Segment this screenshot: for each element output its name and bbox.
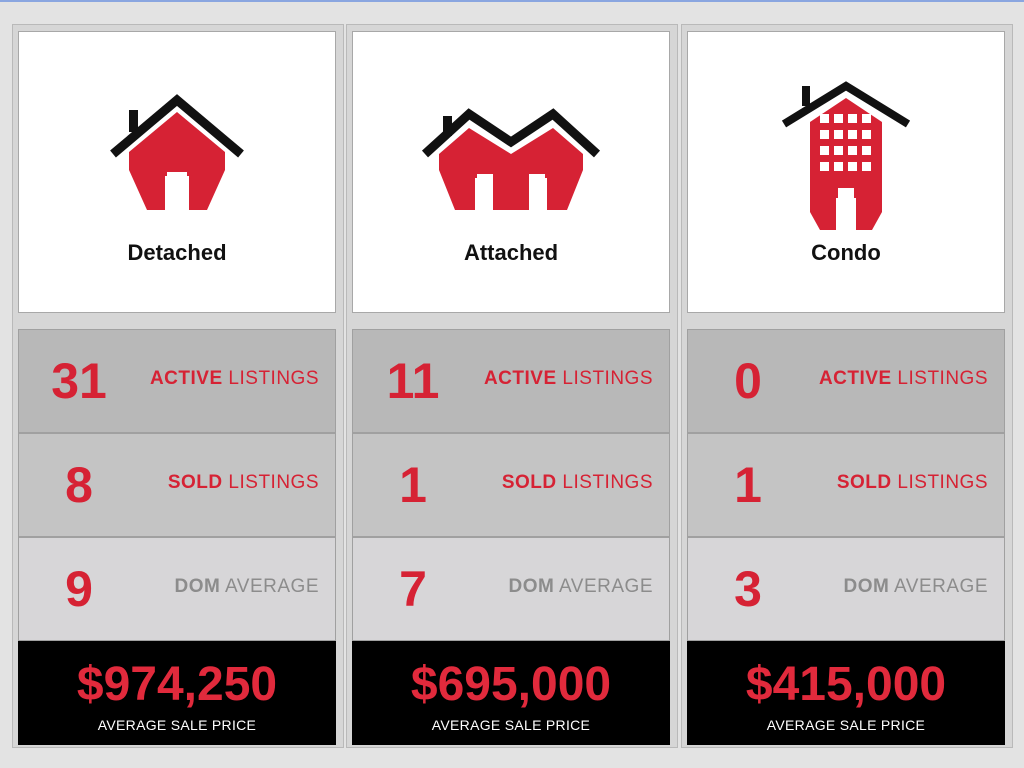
average-sale-price: $415,000 — [745, 658, 947, 711]
sold-listings-count: 1 — [399, 457, 427, 513]
property-type-card: Condo — [687, 31, 1005, 313]
average-sale-price-panel: $415,000 AVERAGE SALE PRICE — [687, 641, 1005, 745]
average-sale-price-panel: $974,250 AVERAGE SALE PRICE — [18, 641, 336, 745]
dom-average-row: 9 DOM AVERAGE — [18, 537, 336, 641]
dom-average-label: DOM AVERAGE — [174, 576, 319, 597]
sold-listings-row: 1 SOLD LISTINGS — [687, 433, 1005, 537]
average-sale-price: $695,000 — [410, 658, 612, 711]
sold-listings-row: 1 SOLD LISTINGS — [352, 433, 670, 537]
average-sale-price-caption: AVERAGE SALE PRICE — [431, 717, 591, 733]
column-condo: Condo 0 ACTIVE LISTINGS 1 SOLD LISTINGS … — [681, 24, 1013, 748]
active-listings-count: 31 — [51, 353, 107, 409]
column-detached: Detached 31 ACTIVE LISTINGS 8 SOLD LISTI… — [12, 24, 344, 748]
active-listings-row: 11 ACTIVE LISTINGS — [352, 329, 670, 433]
dom-average-row: 3 DOM AVERAGE — [687, 537, 1005, 641]
average-sale-price: $974,250 — [76, 658, 278, 711]
sold-listings-row: 8 SOLD LISTINGS — [18, 433, 336, 537]
sold-listings-label: SOLD LISTINGS — [501, 472, 653, 493]
column-attached: Attached 11 ACTIVE LISTINGS 1 SOLD LISTI… — [346, 24, 678, 748]
property-type-card: Attached — [352, 31, 670, 313]
average-sale-price-caption: AVERAGE SALE PRICE — [97, 717, 257, 733]
dom-average-label: DOM AVERAGE — [508, 576, 653, 597]
dom-average-value: 3 — [734, 561, 762, 617]
active-listings-row: 31 ACTIVE LISTINGS — [18, 329, 336, 433]
dom-average-value: 7 — [399, 561, 427, 617]
sold-listings-count: 8 — [65, 457, 93, 513]
detached-house-icon — [110, 94, 244, 210]
attached-house-icon — [421, 108, 601, 210]
active-listings-row: 0 ACTIVE LISTINGS — [687, 329, 1005, 433]
average-sale-price-caption: AVERAGE SALE PRICE — [766, 717, 926, 733]
active-listings-label: ACTIVE LISTINGS — [483, 368, 653, 389]
dom-average-label: DOM AVERAGE — [843, 576, 988, 597]
active-listings-label: ACTIVE LISTINGS — [818, 368, 988, 389]
active-listings-count: 0 — [734, 353, 762, 409]
active-listings-count: 11 — [386, 353, 440, 409]
sold-listings-count: 1 — [734, 457, 762, 513]
active-listings-label: ACTIVE LISTINGS — [149, 368, 319, 389]
sold-listings-label: SOLD LISTINGS — [167, 472, 319, 493]
property-type-label: Detached — [127, 240, 227, 265]
condo-building-icon — [781, 81, 911, 230]
dom-average-row: 7 DOM AVERAGE — [352, 537, 670, 641]
property-type-label: Attached — [463, 240, 559, 265]
dom-average-value: 9 — [65, 561, 93, 617]
property-type-label: Condo — [811, 240, 881, 265]
top-border — [0, 0, 1024, 2]
average-sale-price-panel: $695,000 AVERAGE SALE PRICE — [352, 641, 670, 745]
property-type-card: Detached — [18, 31, 336, 313]
sold-listings-label: SOLD LISTINGS — [836, 472, 988, 493]
